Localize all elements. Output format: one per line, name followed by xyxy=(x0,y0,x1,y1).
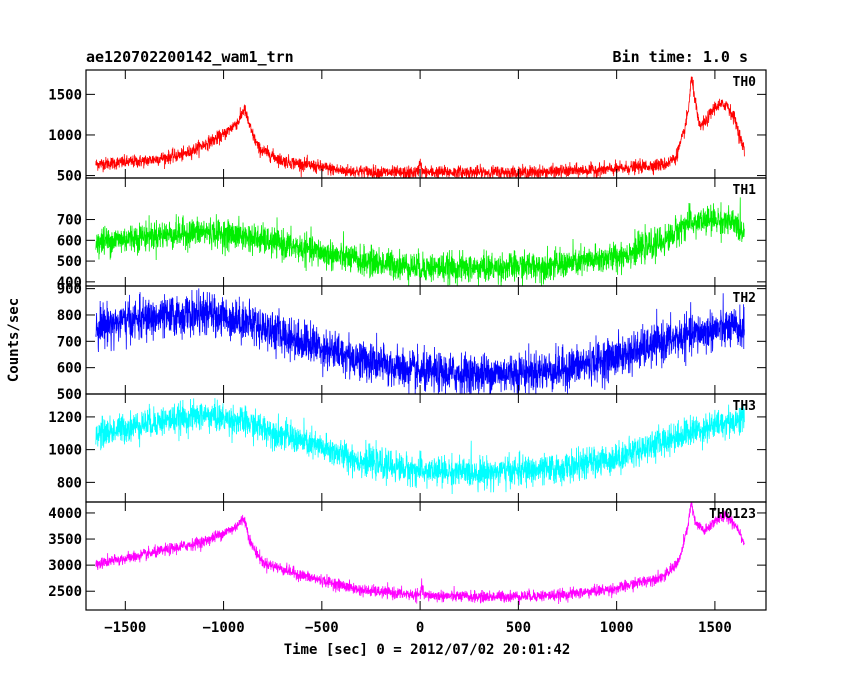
y-tick-label-th0123: 2500 xyxy=(48,584,82,600)
y-tick-label-th3: 800 xyxy=(57,475,82,491)
y-tick-label-th0: 500 xyxy=(57,169,82,185)
x-axis-title: Time [sec] 0 = 2012/07/02 20:01:42 xyxy=(284,642,571,658)
x-tick-label: 1000 xyxy=(600,620,634,636)
x-tick-label: −1000 xyxy=(202,620,244,636)
panels-group: TH0 500 1000 1500 TH1 400 500 600 700 TH2 500 600 70… xyxy=(48,69,767,636)
y-tick-label-th1: 600 xyxy=(57,233,82,249)
y-tick-label-th0123: 3500 xyxy=(48,532,82,548)
bin-time-label: Bin time: 1.0 s xyxy=(613,48,748,66)
x-tick-label: 0 xyxy=(416,620,424,636)
x-tick-label: 1500 xyxy=(698,620,732,636)
series-line-th2 xyxy=(95,288,745,394)
panel-label-th2: TH2 xyxy=(733,291,756,306)
x-tick-label: 500 xyxy=(506,620,531,636)
y-tick-label-th1: 400 xyxy=(57,275,82,291)
y-tick-label-th1: 700 xyxy=(57,213,82,229)
panel-label-th0123: TH0123 xyxy=(709,507,756,522)
y-axis-title: Counts/sec xyxy=(6,298,22,382)
y-tick-label-th0123: 3000 xyxy=(48,558,82,574)
x-tick-label: −1500 xyxy=(104,620,146,636)
y-tick-label-th1: 500 xyxy=(57,254,82,270)
series-line-th3 xyxy=(95,398,745,495)
y-tick-label-th3: 1200 xyxy=(48,410,82,426)
y-tick-label-th2: 700 xyxy=(57,334,82,350)
series-line-th0123 xyxy=(95,502,745,605)
series-line-th0 xyxy=(95,76,745,178)
y-tick-label-th0: 1500 xyxy=(48,87,82,103)
panel-frame-th0 xyxy=(85,69,767,179)
y-tick-label-th0123: 4000 xyxy=(48,506,82,522)
y-tick-label-th2: 500 xyxy=(57,387,82,403)
y-tick-label-th2: 800 xyxy=(57,308,82,324)
y-tick-label-th3: 1000 xyxy=(48,443,82,459)
x-tick-label: −500 xyxy=(305,620,339,636)
panel-frame-th1 xyxy=(85,177,767,287)
y-tick-label-th0: 1000 xyxy=(48,128,82,144)
panel-label-th0: TH0 xyxy=(733,75,757,90)
panel-label-th1: TH1 xyxy=(733,183,757,198)
series-line-th1 xyxy=(95,197,745,286)
plot-title: ae120702200142_wam1_trn xyxy=(86,48,294,66)
y-tick-label-th2: 600 xyxy=(57,361,82,377)
panel-label-th3: TH3 xyxy=(733,399,756,414)
panel-frame-th0123 xyxy=(85,501,767,611)
y-tick-label-th2: 900 xyxy=(57,282,82,298)
